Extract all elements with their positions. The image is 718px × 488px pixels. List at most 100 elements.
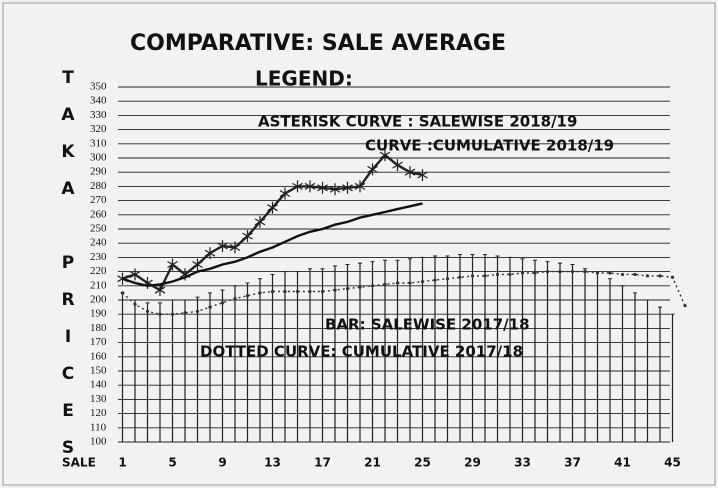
dot-marker <box>270 289 275 294</box>
x-tick-label: 37 <box>564 456 581 470</box>
y-tick-label: 250 <box>90 223 107 235</box>
asterisk-marker <box>267 201 278 214</box>
x-tick-label: 1 <box>118 456 126 470</box>
dot-marker <box>458 275 462 279</box>
asterisk-stroke <box>404 168 416 176</box>
dot-marker <box>520 271 525 275</box>
asterisk-stroke <box>167 260 178 269</box>
dot-marker <box>195 309 200 313</box>
dot-marker <box>320 289 325 294</box>
legend-entry: BAR: SALEWISE 2017/18 <box>325 316 530 334</box>
asterisk-marker <box>242 230 253 243</box>
dot-marker <box>658 274 662 278</box>
dot-marker <box>683 304 687 308</box>
asterisk-marker <box>304 180 316 193</box>
series-line <box>122 202 423 288</box>
dot-marker <box>583 270 587 274</box>
y-tick-label: 350 <box>90 81 107 93</box>
dot-marker <box>608 271 612 275</box>
dot-marker <box>570 270 575 274</box>
y-tick-label: 310 <box>90 137 107 149</box>
dot-marker <box>633 272 637 277</box>
dot-marker <box>133 302 137 306</box>
dot-marker <box>208 305 212 309</box>
asterisk-stroke <box>204 249 216 257</box>
dot-marker <box>220 301 225 305</box>
asterisk-stroke <box>217 242 228 250</box>
y-tick-label: 170 <box>90 336 107 348</box>
dot-marker <box>395 281 400 285</box>
dot-marker <box>308 289 312 294</box>
y-tick-label: 320 <box>90 123 107 135</box>
asterisk-marker <box>392 159 403 172</box>
asterisk-marker <box>167 258 178 271</box>
asterisk-marker <box>354 180 366 193</box>
y-tick-label: 270 <box>90 194 107 206</box>
asterisk-marker <box>367 163 378 176</box>
y-tick-label: 230 <box>90 251 107 263</box>
dot-marker <box>345 287 350 291</box>
y-tick-label: 110 <box>90 421 107 433</box>
dot-marker <box>120 291 125 295</box>
asterisk-marker <box>279 187 291 200</box>
dot-marker <box>645 274 650 278</box>
asterisk-stroke <box>267 204 278 212</box>
x-tick-label: 5 <box>168 456 176 470</box>
asterisk-stroke <box>154 286 166 294</box>
y-tick-label: 190 <box>90 308 107 320</box>
dot-marker <box>283 289 287 294</box>
dot-marker <box>470 274 475 278</box>
asterisk-stroke <box>354 182 366 190</box>
asterisk-marker <box>317 181 328 194</box>
asterisk-marker <box>204 247 216 260</box>
asterisk-stroke <box>279 189 291 198</box>
asterisk-marker <box>154 284 166 297</box>
asterisk-stroke <box>254 218 266 226</box>
x-tick-label: 9 <box>218 456 226 470</box>
dot-marker <box>145 309 150 313</box>
asterisk-stroke <box>179 270 191 278</box>
y-tick-label: 240 <box>90 237 107 249</box>
dot-marker <box>408 281 412 285</box>
y-tick-label: 280 <box>90 180 107 192</box>
asterisk-marker <box>329 183 341 196</box>
asterisk-stroke <box>392 161 403 169</box>
asterisk-marker <box>404 166 416 179</box>
asterisk-marker <box>229 241 241 254</box>
chart-title: COMPARATIVE: SALE AVERAGE <box>130 31 506 56</box>
y-tick-label: 150 <box>90 365 107 377</box>
asterisk-marker <box>254 215 266 228</box>
asterisk-stroke <box>417 171 428 179</box>
dot-marker <box>370 284 375 288</box>
legend-entry: ASTERISK CURVE : SALEWISE 2018/19 <box>258 113 577 131</box>
y-tick-label: 330 <box>90 109 107 121</box>
asterisk-marker <box>192 258 203 271</box>
asterisk-stroke <box>129 270 141 278</box>
asterisk-marker <box>417 169 428 182</box>
asterisk-stroke <box>379 151 391 159</box>
series-line <box>122 270 686 315</box>
asterisk-stroke <box>304 182 316 190</box>
y-tick-label: 200 <box>90 294 107 306</box>
x-tick-label: 17 <box>314 456 331 470</box>
x-tick-label: 41 <box>614 456 631 470</box>
dot-marker <box>333 288 337 292</box>
asterisk-marker <box>129 268 141 281</box>
dot-marker <box>358 285 362 289</box>
dot-marker <box>433 278 437 282</box>
y-tick-label: 300 <box>90 152 107 164</box>
dot-marker <box>620 272 625 277</box>
y-tick-label: 290 <box>90 166 107 178</box>
dot-marker <box>258 291 262 295</box>
asterisk-marker <box>342 181 353 194</box>
dot-marker <box>445 277 450 281</box>
asterisk-stroke <box>367 165 378 173</box>
asterisk-marker <box>217 240 228 253</box>
y-tick-label: 120 <box>90 407 107 419</box>
asterisk-stroke <box>292 182 303 190</box>
x-tick-label: 21 <box>364 456 381 470</box>
y-tick-label: 130 <box>90 393 107 405</box>
dot-marker <box>295 289 300 294</box>
dot-marker <box>233 296 237 301</box>
